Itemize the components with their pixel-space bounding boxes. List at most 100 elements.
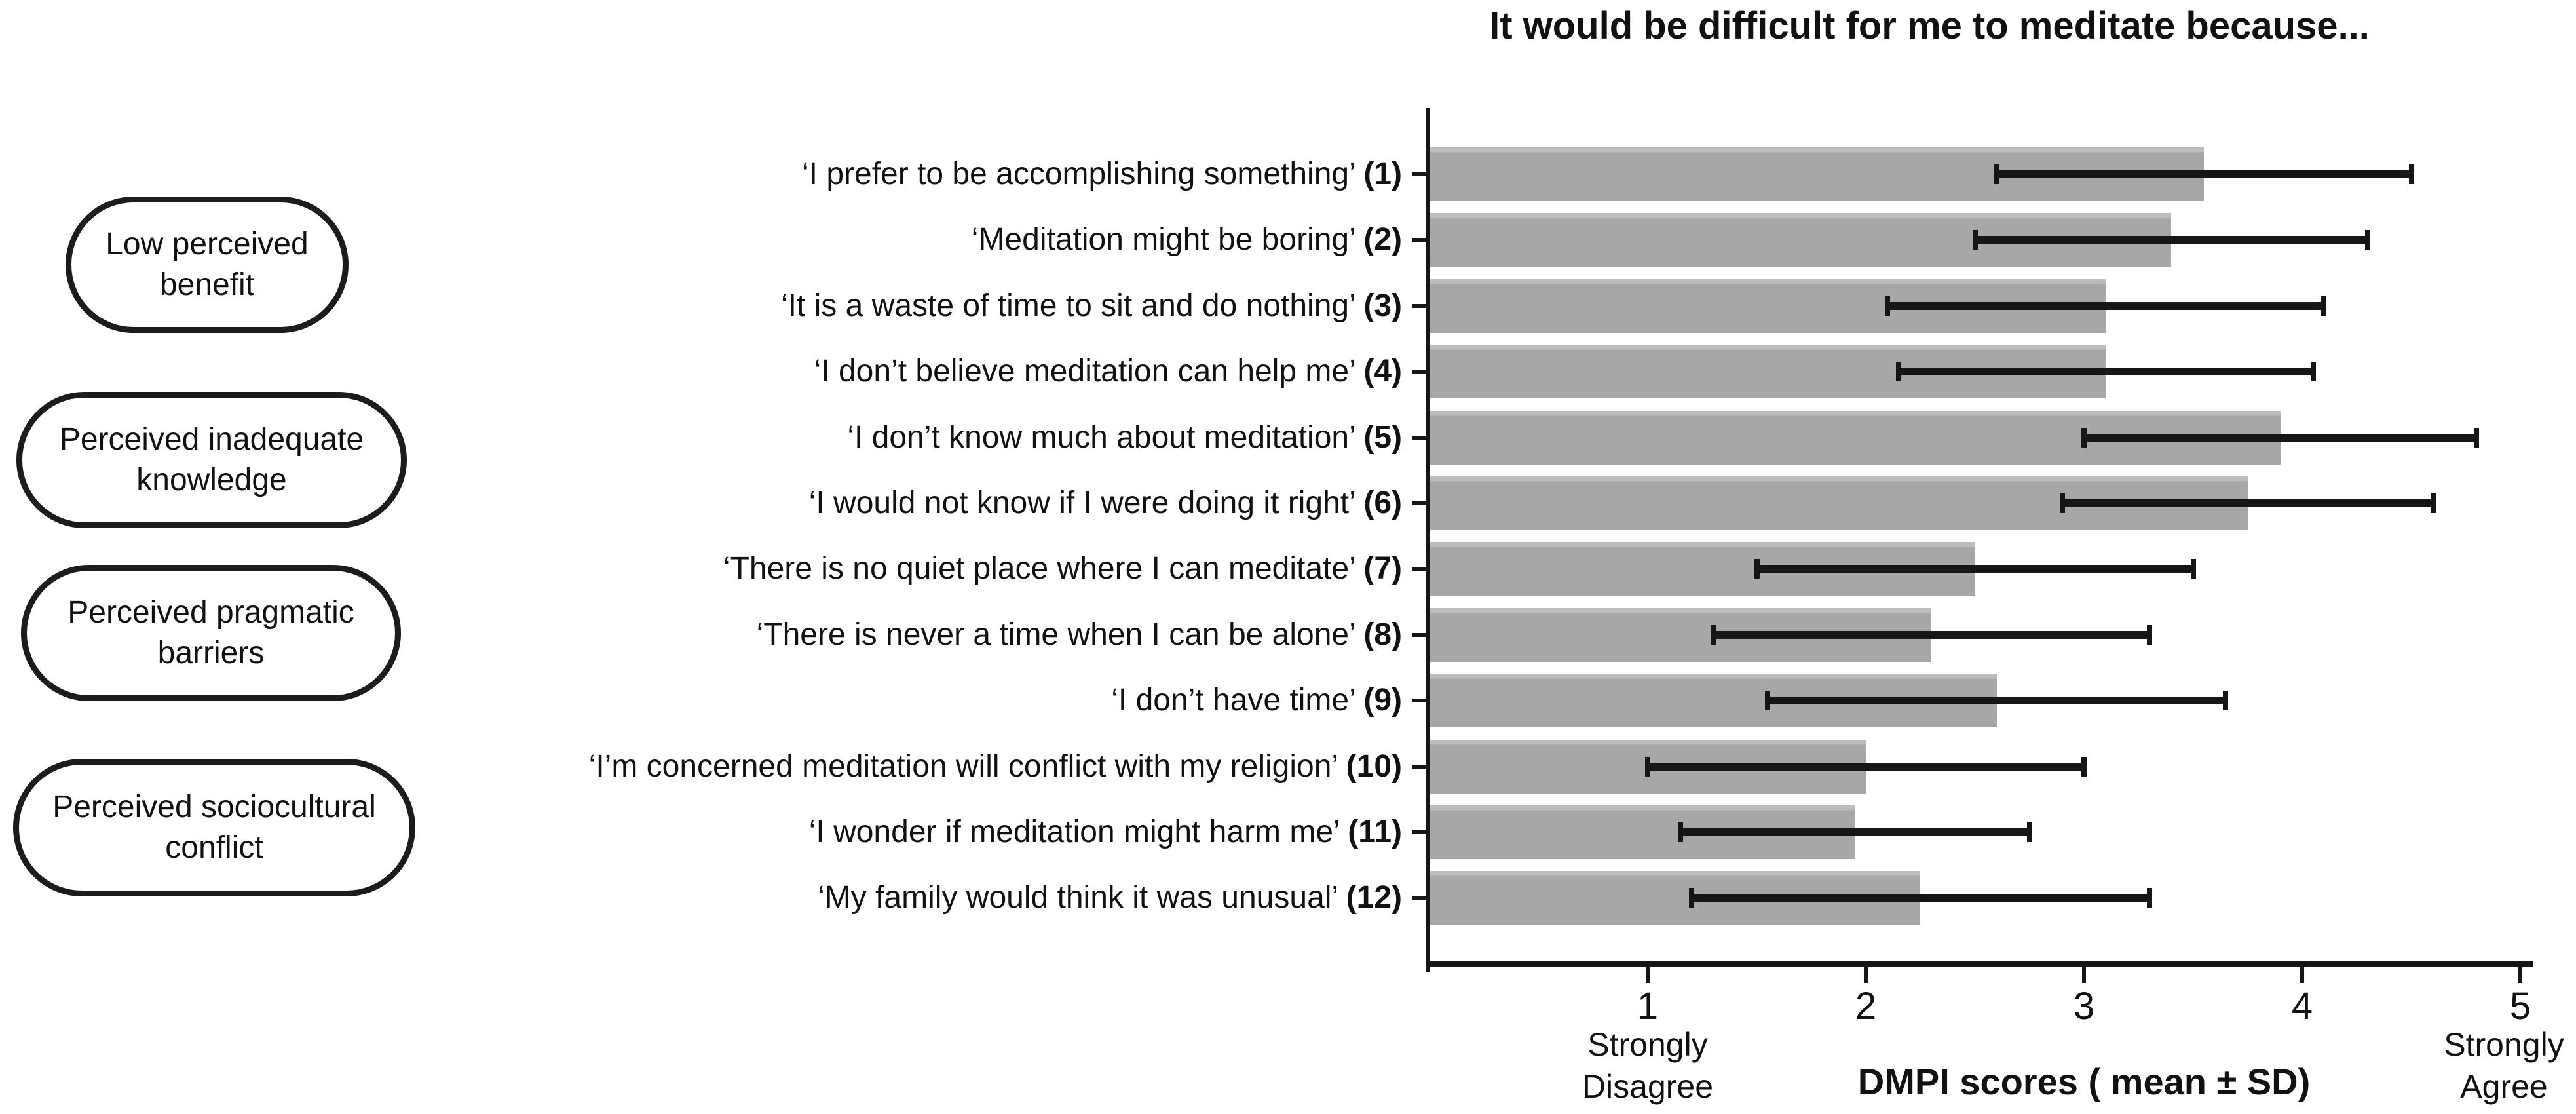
sd-error-cap-low: [1972, 230, 1978, 250]
sd-error-cap-high: [2321, 296, 2327, 316]
item-statement-text: ‘I wonder if meditation might harm me’: [808, 815, 1348, 849]
sd-error-cap-high: [2223, 691, 2229, 711]
item-statement-text: ‘Meditation might be boring’: [971, 222, 1364, 258]
x-axis-tick: [2300, 967, 2304, 983]
sd-error-cap-high: [2408, 164, 2414, 184]
x-axis-min-label-line2: Disagree: [1582, 1068, 1714, 1105]
category-bubble: Perceived sociocultural conflict: [13, 759, 415, 896]
bar-item-label: ‘There is no quiet place where I can med…: [0, 543, 1402, 595]
y-axis-tick: [1412, 699, 1426, 703]
y-axis-tick: [1412, 830, 1426, 834]
sd-error-cap-high: [2146, 624, 2152, 645]
sd-error-cap-high: [2430, 493, 2436, 513]
x-axis-tick-label: 3: [2073, 985, 2095, 1028]
sd-error-bar: [1680, 828, 2030, 836]
y-axis-tick: [1412, 896, 1426, 900]
sd-error-cap-low: [1885, 296, 1891, 316]
sd-error-bar: [1648, 762, 2084, 771]
bar-item-label: ‘I wonder if meditation might harm me’ (…: [0, 806, 1402, 858]
category-bubble-label: Perceived pragmatic barriers: [67, 595, 354, 670]
sd-error-cap-low: [2059, 493, 2065, 513]
item-statement-text: ‘I don’t have time’: [1111, 683, 1364, 718]
bar-item-label: ‘I don’t know much about meditation’ (5): [0, 412, 1402, 464]
item-statement-text: ‘I would not know if I were doing it rig…: [808, 486, 1364, 520]
sd-error-cap-low: [1765, 691, 1771, 711]
item-number: (7): [1363, 551, 1402, 586]
sd-error-cap-high: [2474, 427, 2480, 448]
bar-item-label: ‘Meditation might be boring’ (2): [0, 214, 1402, 266]
item-number: (8): [1363, 617, 1402, 652]
sd-error-bar: [1887, 301, 2324, 310]
bar-item-label: ‘I prefer to be accomplishing something’…: [0, 148, 1402, 201]
x-axis-tick-label: 4: [2291, 985, 2313, 1028]
item-number: (11): [1348, 815, 1402, 849]
x-axis-tick: [1864, 967, 1868, 983]
item-number: (2): [1363, 222, 1402, 258]
sd-error-cap-low: [1994, 164, 1999, 184]
category-bubble: Perceived inadequate knowledge: [16, 392, 407, 528]
item-number: (6): [1363, 486, 1402, 520]
sd-error-cap-low: [1645, 756, 1650, 777]
bar-item-label: ‘There is never a time when I can be alo…: [0, 609, 1402, 661]
sd-error-bar: [1691, 894, 2150, 902]
x-axis-line: [1426, 961, 2533, 967]
bar-item-label: ‘I don’t believe meditation can help me’…: [0, 345, 1402, 398]
y-axis-tick: [1412, 435, 1426, 440]
sd-error-cap-low: [1677, 822, 1683, 842]
x-axis-min-label-line1: Strongly: [1587, 1026, 1708, 1063]
item-statement-text: ‘I don’t believe meditation can help me’: [814, 354, 1364, 389]
x-axis-min-label: Strongly Disagree: [1517, 1024, 1779, 1107]
sd-error-bar: [1713, 630, 2150, 639]
sd-error-cap-low: [1688, 888, 1694, 908]
x-axis-tick-label: 1: [1637, 985, 1659, 1028]
x-axis-max-label: Strongly Agree: [2373, 1024, 2576, 1107]
bar-item-label: ‘I’m concerned meditation will conflict …: [0, 740, 1402, 793]
x-axis-tick: [2082, 967, 2086, 983]
bar-item-label: ‘I don’t have time’ (9): [0, 674, 1402, 727]
y-axis-line: [1426, 108, 1430, 972]
item-statement-text: ‘There is no quiet place where I can med…: [723, 551, 1364, 586]
x-axis-title: DMPI scores ( mean ± SD): [1857, 1061, 2311, 1102]
sd-error-cap-high: [2364, 230, 2370, 250]
x-axis-max-label-line2: Agree: [2460, 1068, 2548, 1105]
y-axis-tick: [1412, 632, 1426, 637]
sd-error-bar: [1756, 565, 2193, 573]
sd-error-bar: [1898, 368, 2313, 376]
sd-error-cap-high: [2146, 888, 2152, 908]
x-axis-tick-label: 2: [1855, 985, 1877, 1028]
bar-item-label: ‘My family would think it was unusual’ (…: [0, 872, 1402, 924]
x-axis-tick-label: 5: [2509, 985, 2531, 1028]
y-axis-tick: [1412, 567, 1426, 571]
sd-error-bar: [1975, 236, 2368, 244]
item-number: (9): [1363, 683, 1402, 718]
category-bubble: Low perceived benefit: [66, 197, 349, 333]
item-number: (3): [1363, 288, 1402, 323]
sd-error-cap-high: [2190, 559, 2196, 579]
y-axis-tick: [1412, 303, 1426, 308]
sd-error-cap-low: [2081, 427, 2087, 448]
bar-item-label: ‘I would not know if I were doing it rig…: [0, 477, 1402, 529]
sd-error-cap-low: [1710, 624, 1716, 645]
x-axis-tick: [2518, 967, 2522, 983]
sd-error-cap-high: [2081, 756, 2087, 777]
x-axis-max-label-line1: Strongly: [2444, 1026, 2564, 1063]
item-number: (10): [1346, 748, 1402, 784]
item-statement-text: ‘It is a waste of time to sit and do not…: [780, 288, 1364, 323]
item-statement-text: ‘I prefer to be accomplishing something’: [802, 157, 1364, 191]
category-bubble-label: Perceived sociocultural conflict: [52, 790, 376, 865]
sd-error-bar: [1996, 170, 2412, 178]
chart-title: It would be difficult for me to meditate…: [1489, 5, 2370, 47]
item-number: (4): [1363, 354, 1402, 389]
item-number: (12): [1346, 880, 1402, 915]
item-statement-text: ‘There is never a time when I can be alo…: [756, 617, 1364, 652]
sd-error-cap-low: [1754, 559, 1760, 579]
item-statement-text: ‘I don’t know much about meditation’: [847, 419, 1364, 455]
sd-error-cap-high: [2310, 362, 2316, 382]
x-axis-tick: [1646, 967, 1650, 983]
category-bubble-label: Low perceived benefit: [105, 227, 309, 302]
sd-error-bar: [2062, 499, 2433, 507]
y-axis-tick: [1412, 238, 1426, 242]
item-number: (5): [1363, 419, 1402, 455]
y-axis-tick: [1412, 370, 1426, 374]
